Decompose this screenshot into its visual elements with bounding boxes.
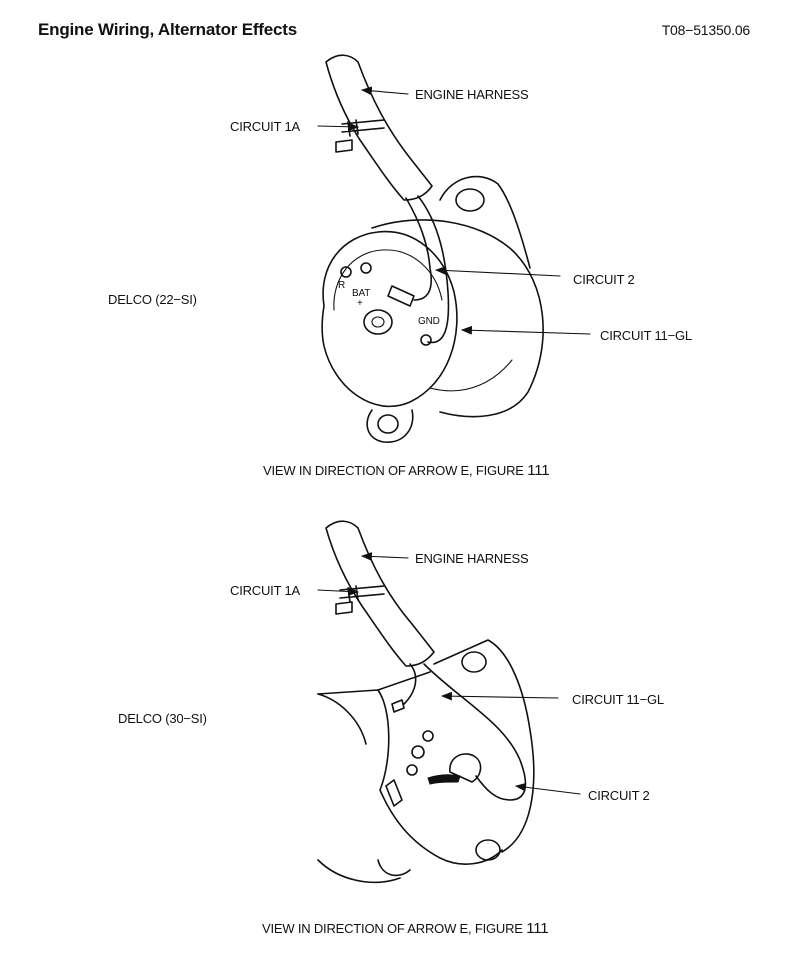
alternator-30si-drawing bbox=[317, 520, 535, 884]
document-number: T08−51350.06 bbox=[661, 22, 750, 38]
terminal-r-mark: R bbox=[338, 280, 346, 291]
bottom-engine-harness-label: ENGINE HARNESS bbox=[415, 551, 529, 566]
bottom-circuit-1a-label: CIRCUIT 1A bbox=[230, 583, 300, 598]
top-figure-number: 111 bbox=[527, 462, 550, 479]
terminal-bat-mark: BAT bbox=[352, 288, 371, 299]
page-title: Engine Wiring, Alternator Effects bbox=[38, 20, 297, 39]
terminal-plus-mark: + bbox=[357, 298, 363, 309]
top-circuit-11gl-label: CIRCUIT 11−GL bbox=[600, 328, 692, 343]
bottom-model-label: DELCO (30−SI) bbox=[118, 711, 207, 726]
top-circuit-1a-label: CIRCUIT 1A bbox=[230, 119, 300, 134]
top-caption-text: VIEW IN DIRECTION OF ARROW E, FIGURE bbox=[263, 463, 524, 478]
top-circuit-2-label: CIRCUIT 2 bbox=[573, 272, 635, 287]
top-caption: VIEW IN DIRECTION OF ARROW E, FIGURE 111 bbox=[263, 462, 550, 479]
top-model-label: DELCO (22−SI) bbox=[108, 292, 197, 307]
bottom-circuit-2-label: CIRCUIT 2 bbox=[588, 788, 650, 803]
top-engine-harness-label: ENGINE HARNESS bbox=[415, 87, 529, 102]
bottom-circuit-11gl-label: CIRCUIT 11−GL bbox=[572, 692, 664, 707]
terminal-gnd-mark: GND bbox=[418, 316, 440, 327]
bottom-caption: VIEW IN DIRECTION OF ARROW E, FIGURE 111 bbox=[262, 920, 549, 937]
bottom-figure-number: 111 bbox=[526, 920, 549, 937]
bottom-caption-text: VIEW IN DIRECTION OF ARROW E, FIGURE bbox=[262, 921, 523, 936]
alternator-22si-drawing bbox=[321, 54, 544, 443]
